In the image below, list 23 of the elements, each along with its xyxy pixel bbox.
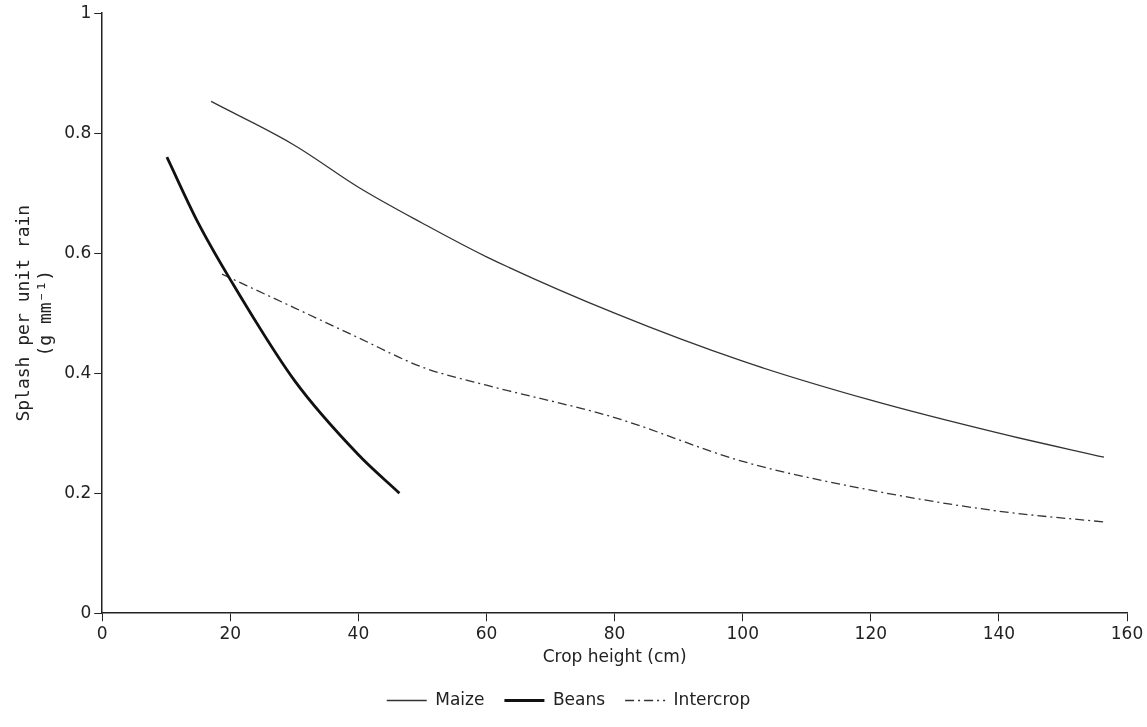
line-series xyxy=(165,155,401,495)
y-tick-label: 1 xyxy=(80,1,92,22)
line-series xyxy=(221,273,1105,523)
y-tick-label: 0.4 xyxy=(64,361,92,382)
legend-label: Maize xyxy=(435,688,485,709)
x-tick-label: 40 xyxy=(347,622,370,643)
line-series xyxy=(210,100,1105,458)
x-tick-label: 80 xyxy=(603,622,626,643)
y-tick-label: 0.6 xyxy=(64,241,92,262)
y-tick-label: 0 xyxy=(80,601,92,622)
x-tick-label: 160 xyxy=(1110,622,1144,643)
y-tick-label: 0.2 xyxy=(64,481,92,502)
y-axis-title: Splash per unit rain (g mm⁻¹) xyxy=(12,204,56,422)
x-axis-title: Crop height (cm) xyxy=(542,646,687,667)
x-tick-label: 20 xyxy=(219,622,242,643)
x-tick-label: 0 xyxy=(96,622,108,643)
legend-label: Beans xyxy=(552,688,606,709)
legend-label: Intercrop xyxy=(673,688,751,709)
x-tick-label: 100 xyxy=(726,622,759,643)
y-tick-label: 0.8 xyxy=(64,121,92,142)
x-tick-label: 120 xyxy=(854,622,888,643)
x-tick-label: 140 xyxy=(982,622,1016,643)
x-tick-label: 60 xyxy=(475,622,498,643)
